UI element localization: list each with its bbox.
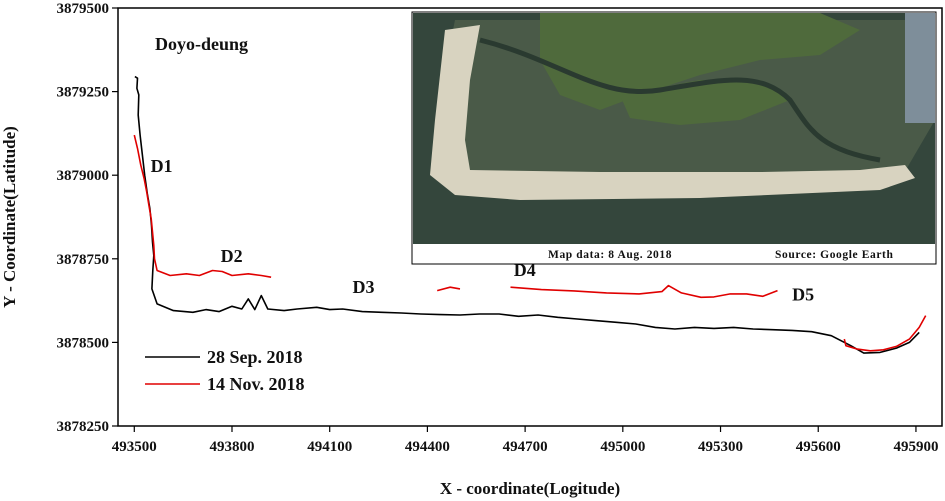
inset-caption-bar xyxy=(413,244,935,263)
x-tick-label: 495000 xyxy=(600,439,645,455)
x-tick-label: 493800 xyxy=(209,439,254,455)
x-tick-label: 494100 xyxy=(307,439,352,455)
x-tick-label: 495900 xyxy=(893,439,938,455)
x-tick-label: 495300 xyxy=(698,439,743,455)
series-line-nov-2018 xyxy=(133,134,272,278)
y-tick-label: 3878500 xyxy=(57,335,110,351)
section-label: D4 xyxy=(514,260,536,280)
chart-title: Doyo-deung xyxy=(155,34,248,54)
annotation-layer: D1 D2 D3 D4 D5 xyxy=(151,156,815,305)
legend-label-nov: 14 Nov. 2018 xyxy=(207,374,305,394)
inset-caption-left: Map data: 8 Aug. 2018 xyxy=(548,249,672,261)
legend-label-sep: 28 Sep. 2018 xyxy=(207,347,303,367)
section-label: D2 xyxy=(221,246,243,266)
y-tick-label: 3879500 xyxy=(57,1,110,17)
satellite-image xyxy=(413,13,935,244)
inset-map: Map data: 8 Aug. 2018 Source: Google Ear… xyxy=(411,11,937,265)
y-tick-label: 3878250 xyxy=(57,419,110,435)
y-axis-ticks: 3878250 3878500 3878750 3879000 3879250 38795… xyxy=(57,1,118,435)
legend: 28 Sep. 2018 14 Nov. 2018 xyxy=(145,347,305,394)
x-tick-label: 494700 xyxy=(503,439,548,455)
series-line-nov-2018 xyxy=(436,286,461,292)
x-axis-title: X - coordinate(Logitude) xyxy=(440,479,620,498)
inset-caption-right: Source: Google Earth xyxy=(775,249,893,261)
series-line-nov-2018 xyxy=(843,315,927,352)
y-tick-label: 3879250 xyxy=(57,85,110,101)
x-tick-label: 494400 xyxy=(405,439,450,455)
y-tick-label: 3878750 xyxy=(57,252,110,268)
y-tick-label: 3879000 xyxy=(57,168,110,184)
section-label: D3 xyxy=(352,277,374,297)
x-tick-label: 493500 xyxy=(112,439,157,455)
x-axis-ticks: 493500 493800 494100 494400 494700 495000 4953… xyxy=(112,426,938,455)
y-axis-title: Y - Coordinate(Latitude) xyxy=(0,126,19,308)
section-label: D5 xyxy=(792,285,814,305)
series-layer xyxy=(133,75,927,354)
series-line-nov-2018 xyxy=(510,284,778,299)
section-label: D1 xyxy=(151,156,173,176)
x-tick-label: 495600 xyxy=(796,439,841,455)
